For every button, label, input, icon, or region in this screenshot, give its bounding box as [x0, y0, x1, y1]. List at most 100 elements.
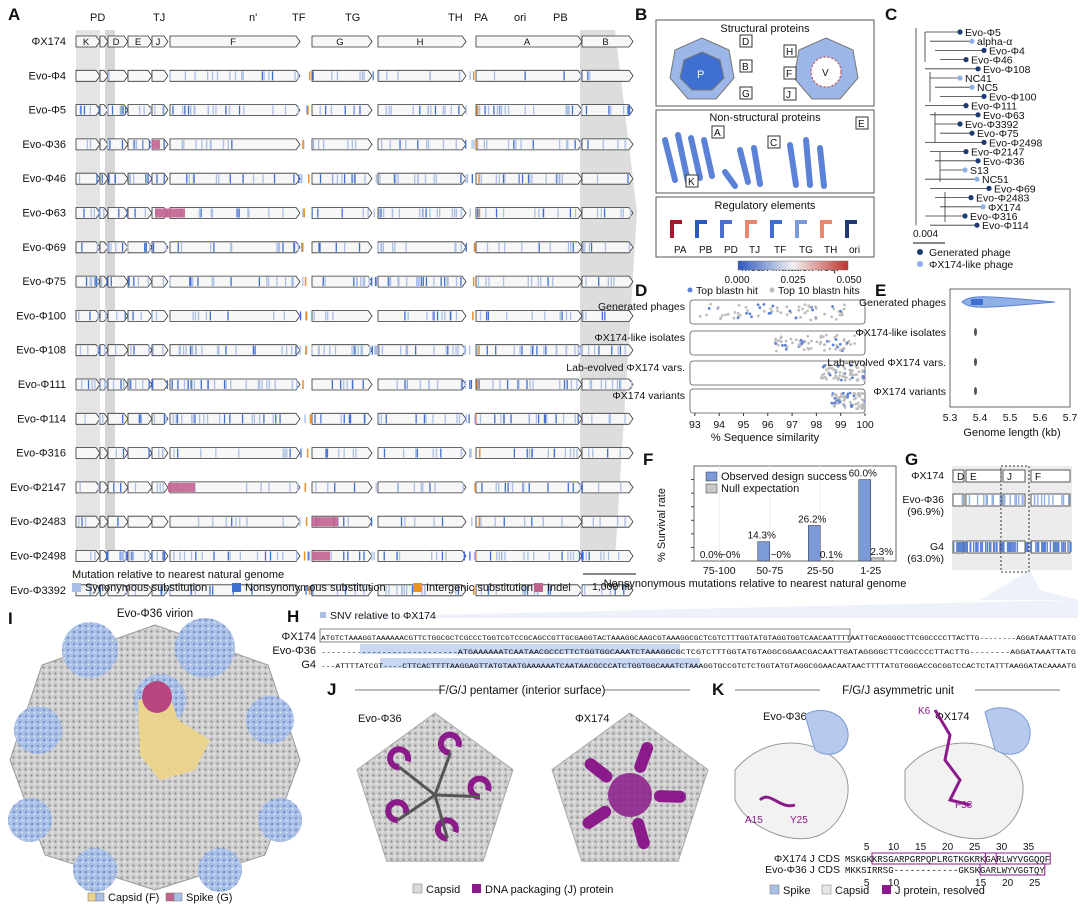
mutation-tick	[600, 380, 603, 389]
strip-point	[825, 339, 829, 343]
strip-point	[849, 342, 853, 346]
mutation-tick	[478, 105, 480, 115]
mutation-tick	[531, 517, 533, 527]
mutation-tick	[358, 242, 361, 252]
mutation-tick	[433, 345, 435, 355]
strip-point	[833, 401, 837, 405]
mutation-tick	[471, 517, 473, 527]
category-label: 75-100	[703, 565, 736, 577]
mutation-tick	[156, 482, 159, 492]
mutation-tick	[470, 380, 473, 389]
mutation-tick	[363, 414, 366, 424]
mutation-tick	[209, 139, 212, 149]
band-k	[76, 30, 100, 560]
mutation-tick	[434, 482, 436, 492]
label-box-a	[711, 125, 725, 139]
mutation-tick	[119, 105, 121, 115]
g-mutation	[986, 542, 989, 552]
gene-k	[75, 584, 101, 597]
mutation-tick	[212, 105, 214, 115]
tree-leaf-dot	[981, 47, 987, 54]
mutation-tick	[605, 380, 607, 389]
gene-a	[475, 275, 583, 288]
mutation-tick	[169, 71, 171, 81]
mutation-tick	[179, 551, 181, 561]
gene-f	[169, 515, 301, 528]
legend-i-spike-swatch2	[173, 892, 183, 902]
mutation-tick	[152, 380, 154, 389]
gene-b	[581, 275, 634, 288]
mutation-tick	[312, 139, 315, 149]
reg-label-ori: ori	[849, 245, 860, 256]
k-tick-top: 10	[888, 842, 900, 853]
mutation-tick	[121, 242, 124, 252]
gene-b	[581, 481, 634, 494]
mutation-tick	[132, 311, 134, 321]
strip-point	[788, 309, 792, 313]
mutation-tick	[450, 311, 452, 321]
mutation-tick	[601, 585, 603, 595]
strip-point	[770, 310, 774, 313]
tick-label-d: 98	[811, 419, 823, 431]
mutation-tick	[388, 105, 390, 115]
legend-a-item: Intergenic substitution	[426, 582, 533, 594]
gene-a	[475, 35, 583, 48]
mutation-tick	[546, 414, 548, 424]
label-box-g	[739, 86, 753, 100]
mutation-tick	[436, 311, 439, 321]
mutation-tick	[190, 585, 192, 595]
mutation-tick	[380, 414, 383, 424]
strip-point	[750, 315, 753, 319]
mutation-tick	[616, 517, 619, 527]
strip-point	[838, 342, 842, 346]
mutation-tick	[200, 380, 202, 389]
mutation-tick	[318, 345, 320, 355]
strip-point	[851, 373, 854, 377]
mutation-tick	[577, 345, 579, 355]
gene-d	[107, 309, 129, 322]
mutation-tick	[231, 242, 233, 252]
mutation-tick	[398, 277, 400, 287]
mutation-tick	[571, 105, 574, 115]
genome-label: ΦX174	[32, 36, 66, 48]
k-tick-bottom: 10	[888, 878, 900, 889]
mutation-tick	[382, 242, 384, 252]
mutation-tick	[455, 277, 458, 287]
strip-point	[862, 363, 866, 367]
mutation-tick	[420, 482, 422, 492]
mutation-tick	[238, 208, 240, 218]
strip-label: ΦX174 variants	[612, 390, 685, 402]
mutation-tick	[230, 242, 232, 252]
tick-label-e: 5.7	[1063, 412, 1078, 424]
gene-label: A	[524, 37, 531, 48]
strip-point	[843, 378, 847, 382]
g-mutation	[1043, 495, 1046, 505]
mutation-tick	[207, 105, 209, 115]
strip-point	[830, 401, 834, 405]
g-mutation	[1025, 542, 1027, 552]
promoter-pa: PA	[474, 12, 489, 24]
genome-row	[75, 481, 634, 494]
tree-leaf-dot	[969, 38, 975, 44]
strip-point	[781, 343, 784, 347]
reg-label-tg: TG	[799, 245, 813, 256]
mutation-tick	[479, 414, 482, 424]
mutation-tick	[160, 585, 162, 595]
mutation-tick	[434, 105, 437, 115]
mutation-tick	[378, 71, 380, 81]
genome-label: Evo-Φ111	[18, 379, 66, 391]
genome-row	[75, 172, 634, 185]
mutation-tick	[213, 380, 216, 389]
strip-point	[771, 304, 775, 308]
strip-point	[831, 305, 834, 308]
mutation-tick	[137, 277, 140, 287]
mutation-tick	[590, 242, 593, 252]
g-mutation	[1042, 542, 1044, 552]
gene-b	[581, 172, 634, 185]
gene-d	[107, 550, 129, 562]
strip-point	[830, 394, 834, 398]
mutation-tick	[607, 551, 610, 561]
g-mutation	[1001, 542, 1004, 552]
label-b: B	[742, 62, 749, 73]
mutation-tick	[565, 311, 568, 321]
